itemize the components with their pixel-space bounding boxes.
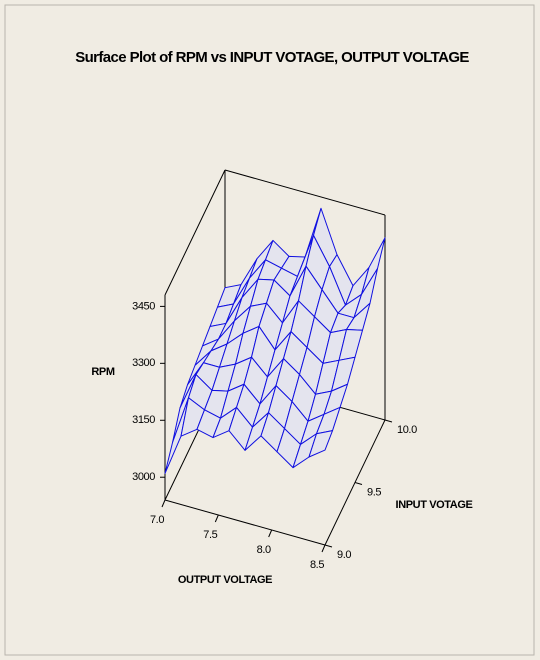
y-tick xyxy=(324,544,333,548)
y-tick-label: 9.0 xyxy=(337,549,351,561)
z-tick-label: 3000 xyxy=(132,471,155,483)
y-tick-label: 10.0 xyxy=(397,424,417,436)
axis-box-edge xyxy=(164,499,326,546)
x-tick xyxy=(214,514,219,523)
y-tick xyxy=(384,419,393,423)
x-tick xyxy=(321,544,326,553)
x-axis-label: OUTPUT VOLTAGE xyxy=(178,574,272,586)
x-tick xyxy=(161,499,166,508)
surface-patch xyxy=(308,430,333,458)
z-tick-label: 3150 xyxy=(132,414,155,426)
z-tick-label: 3300 xyxy=(132,357,155,369)
y-axis-label: INPUT VOTAGE xyxy=(396,499,473,511)
chart-title: Surface Plot of RPM vs INPUT VOTAGE, OUT… xyxy=(75,49,469,66)
axis-box-edge xyxy=(224,169,386,216)
z-tick-label: 3450 xyxy=(132,300,155,312)
x-tick-label: 8.0 xyxy=(257,544,271,556)
z-axis-label: RPM xyxy=(91,366,114,378)
x-tick-label: 8.5 xyxy=(310,559,324,571)
x-tick-label: 7.0 xyxy=(150,514,164,526)
y-tick xyxy=(354,482,363,485)
x-tick xyxy=(268,529,273,538)
axis-box-edge xyxy=(164,169,226,296)
x-tick-label: 7.5 xyxy=(203,529,217,541)
y-tick-label: 9.5 xyxy=(367,486,381,498)
